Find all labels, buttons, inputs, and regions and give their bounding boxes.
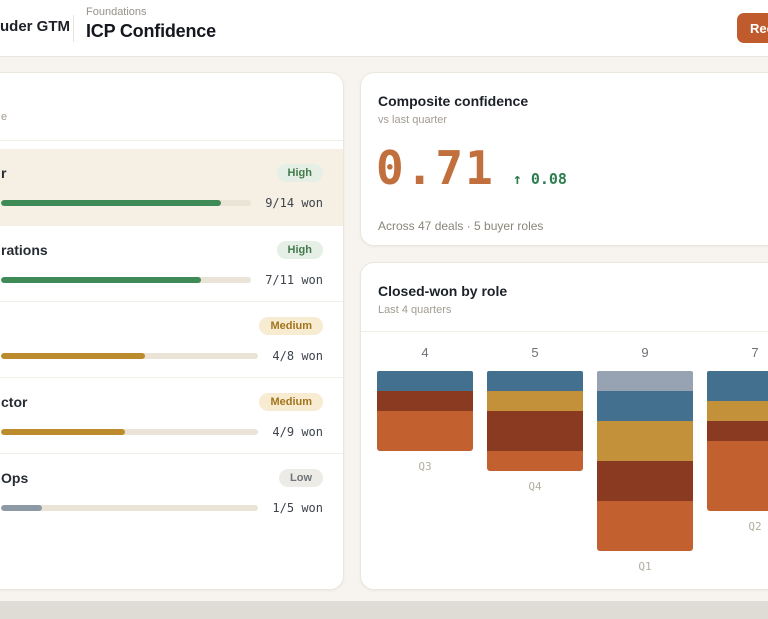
bar-segment-blue	[707, 371, 768, 401]
composite-caption: Across 47 deals · 5 buyer roles	[378, 219, 544, 233]
top-header: uder GTM Foundations ICP Confidence Rec	[0, 0, 768, 57]
winrate-track	[1, 277, 252, 283]
won-count: 4/9 won	[272, 425, 323, 439]
bar-total-label: 7	[751, 345, 759, 360]
role-row[interactable]: Medium 4/8 won	[0, 301, 343, 377]
page-title: ICP Confidence	[86, 21, 216, 41]
bar-quarter-label: Q2	[748, 520, 762, 533]
composite-value: 0.71	[376, 141, 495, 195]
role-row-header: ctor Medium	[1, 391, 323, 413]
chart-title: Closed-won by role	[378, 283, 508, 299]
stacked-bar-chart: 4 Q3 5 Q4 9 Q1 7 Q2	[377, 345, 768, 573]
confidence-badge: High	[276, 241, 323, 259]
confidence-badge: High	[276, 164, 323, 182]
role-row-header: rations High	[1, 239, 323, 261]
composite-subtitle: vs last quarter	[378, 114, 448, 126]
bar-segment-orange	[487, 451, 583, 471]
footer-strip	[0, 601, 768, 619]
role-label: r	[1, 165, 7, 181]
bar-segment-blue	[487, 371, 583, 391]
bar-segment-blue	[597, 391, 693, 421]
bar-total-label: 9	[641, 345, 649, 360]
roles-panel: e r High 9/14 won rations High 7/11 won Medium…	[0, 72, 344, 590]
composite-title: Composite confidence	[378, 93, 529, 109]
divider	[361, 331, 768, 332]
bar-quarter-label: Q1	[638, 560, 652, 573]
winrate-fill	[1, 429, 125, 435]
winrate-fill	[1, 200, 222, 206]
chart-subtitle: Last 4 quarters	[378, 304, 452, 316]
bar-stack[interactable]	[487, 371, 583, 471]
composite-value-line: 0.71 ↑ 0.08	[376, 141, 567, 195]
role-label: Ops	[1, 470, 29, 486]
bar-segment-maroon	[597, 461, 693, 501]
closed-won-chart-card: Closed-won by role Last 4 quarters 4 Q3 5 Q…	[360, 262, 768, 590]
bar-segment-orange	[707, 441, 768, 511]
chart-bar-column: 5 Q4	[487, 345, 583, 493]
bar-total-label: 5	[531, 345, 539, 360]
bar-quarter-label: Q4	[528, 480, 542, 493]
winrate-fill	[1, 353, 146, 359]
header-divider	[73, 15, 74, 42]
divider	[0, 140, 343, 141]
bar-stack[interactable]	[707, 371, 768, 511]
bar-segment-blue	[377, 371, 473, 391]
bar-segment-maroon	[377, 391, 473, 411]
won-count: 9/14 won	[265, 196, 323, 210]
bar-segment-gray	[597, 371, 693, 391]
bar-segment-gold	[487, 391, 583, 411]
chart-bar-column: 4 Q3	[377, 345, 473, 473]
recalculate-button[interactable]: Rec	[737, 13, 768, 43]
roles-list: r High 9/14 won rations High 7/11 won Medium 4/…	[0, 149, 343, 529]
winrate-line: 4/9 won	[1, 425, 323, 439]
role-row[interactable]: r High 9/14 won	[0, 149, 343, 225]
role-row[interactable]: ctor Medium 4/9 won	[0, 377, 343, 453]
brand-name: uder GTM	[0, 18, 70, 35]
composite-delta: ↑ 0.08	[512, 170, 567, 188]
bar-segment-gold	[707, 401, 768, 421]
confidence-badge: Medium	[259, 393, 323, 411]
composite-confidence-card: Composite confidence vs last quarter 0.7…	[360, 72, 768, 246]
won-count: 1/5 won	[272, 501, 323, 515]
chart-bar-column: 9 Q1	[597, 345, 693, 573]
won-count: 7/11 won	[265, 273, 323, 287]
bar-segment-gold	[597, 421, 693, 461]
breadcrumb-item-foundations[interactable]: Foundations	[86, 6, 147, 18]
role-row-header: Medium	[1, 315, 323, 337]
winrate-fill	[1, 505, 43, 511]
bar-total-label: 4	[421, 345, 429, 360]
confidence-badge: Low	[279, 469, 323, 487]
confidence-badge: Medium	[259, 317, 323, 335]
winrate-line: 1/5 won	[1, 501, 323, 515]
chart-bar-column: 7 Q2	[707, 345, 768, 533]
bar-segment-orange	[597, 501, 693, 551]
winrate-track	[1, 429, 259, 435]
winrate-track	[1, 505, 259, 511]
role-label: rations	[1, 242, 48, 258]
winrate-line: 9/14 won	[1, 196, 323, 210]
won-count: 4/8 won	[272, 349, 323, 363]
role-row-header: Ops Low	[1, 467, 323, 489]
winrate-line: 7/11 won	[1, 273, 323, 287]
winrate-line: 4/8 won	[1, 349, 323, 363]
bar-stack[interactable]	[377, 371, 473, 451]
bar-segment-maroon	[487, 411, 583, 451]
bar-segment-maroon	[707, 421, 768, 441]
breadcrumb: Foundations ICP Confidence	[86, 6, 216, 42]
role-row[interactable]: Ops Low 1/5 won	[0, 453, 343, 529]
bar-quarter-label: Q3	[418, 460, 432, 473]
bar-stack[interactable]	[597, 371, 693, 551]
winrate-fill	[1, 277, 202, 283]
role-row-header: r High	[1, 162, 323, 184]
winrate-track	[1, 200, 252, 206]
role-label: ctor	[1, 394, 28, 410]
winrate-track	[1, 353, 259, 359]
bar-segment-orange	[377, 411, 473, 451]
roles-panel-subtitle: e	[1, 111, 8, 123]
role-row[interactable]: rations High 7/11 won	[0, 225, 343, 301]
